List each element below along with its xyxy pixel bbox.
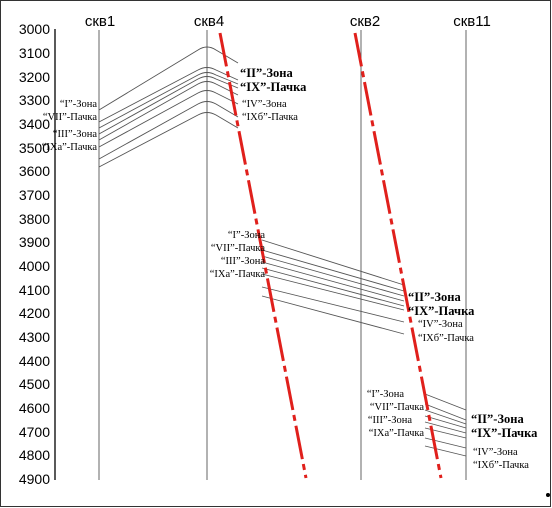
depth-tick-label: 3000 bbox=[19, 21, 50, 37]
horizon-line bbox=[261, 261, 405, 302]
labels-skv2: “I”-Зона “VII”-Пачка “III”-Зона “IXa”-Па… bbox=[367, 389, 424, 439]
horizon-label: “I”-Зона bbox=[228, 230, 265, 241]
horizon-line bbox=[98, 101, 239, 160]
horizon-line bbox=[424, 415, 467, 429]
depth-tick-label: 4600 bbox=[19, 400, 50, 416]
horizon-label: “IXб”-Пачка bbox=[418, 333, 474, 344]
faults bbox=[218, 32, 443, 479]
decorative-dot bbox=[546, 493, 550, 497]
horizon-label-bold: “IX”-Пачка bbox=[240, 80, 307, 94]
horizon-label: “IXa”-Пачка bbox=[42, 142, 98, 153]
horizon-label: “I”-Зона bbox=[367, 389, 404, 400]
well-name-skv4: скв4 bbox=[194, 13, 224, 30]
depth-tick-label: 4700 bbox=[19, 424, 50, 440]
horizons-middle-block bbox=[261, 239, 405, 335]
depth-tick-label: 4000 bbox=[19, 258, 50, 274]
depth-tick-label: 3900 bbox=[19, 234, 50, 250]
labels-skv11: “II”-Зона “IX”-Пачка “IV”-Зона “IXб”-Пач… bbox=[471, 412, 538, 471]
depth-tick-label: 3400 bbox=[19, 116, 50, 132]
horizon-line bbox=[98, 112, 239, 168]
horizon-line bbox=[98, 67, 239, 123]
fault-line-2 bbox=[353, 32, 443, 479]
depth-tick-label: 4800 bbox=[19, 447, 50, 463]
horizon-label: “IXa”-Пачка bbox=[210, 269, 266, 280]
horizon-label: “VII”-Пачка bbox=[43, 112, 97, 123]
horizon-label-bold: “IX”-Пачка bbox=[471, 426, 538, 440]
depth-tick-label: 3600 bbox=[19, 163, 50, 179]
horizon-line bbox=[98, 72, 239, 129]
well-name-skv11: скв11 bbox=[453, 13, 491, 30]
horizon-line bbox=[424, 403, 467, 421]
depth-tick-label: 4200 bbox=[19, 305, 50, 321]
well-name-skv2: скв2 bbox=[350, 13, 380, 30]
horizon-line bbox=[261, 273, 405, 311]
horizon-line bbox=[98, 90, 239, 148]
horizon-line bbox=[261, 239, 405, 286]
labels-skv4: “I”-Зона “VII”-Пачка “III”-Зона “IXa”-Па… bbox=[210, 230, 266, 280]
depth-tick-label: 4100 bbox=[19, 282, 50, 298]
depth-tick-label: 3100 bbox=[19, 45, 50, 61]
horizon-line bbox=[261, 286, 405, 323]
horizon-line bbox=[261, 255, 405, 297]
fault-line-1 bbox=[218, 32, 308, 479]
depth-tick-label: 3500 bbox=[19, 140, 50, 156]
labels-skv1: “I”-Зона “VII”-Пачка “III”-Зона “IXa”-Па… bbox=[42, 99, 98, 153]
horizon-line bbox=[261, 295, 405, 335]
horizon-label-bold: “II”-Зона bbox=[240, 66, 293, 80]
depth-tick-label: 3300 bbox=[19, 92, 50, 108]
horizon-line bbox=[424, 437, 467, 449]
horizon-line bbox=[98, 46, 239, 111]
horizon-line bbox=[98, 76, 239, 135]
depth-tick-label: 4300 bbox=[19, 329, 50, 345]
horizon-label: “III”-Зона bbox=[221, 256, 265, 267]
horizon-label-bold: “II”-Зона bbox=[408, 290, 461, 304]
depth-tick-label: 4400 bbox=[19, 353, 50, 369]
horizon-label: “IXб”-Пачка bbox=[473, 460, 529, 471]
labels-upper-right: “II”-Зона “IX”-Пачка “IV”-Зона “IXб”-Пач… bbox=[240, 66, 307, 123]
horizon-line bbox=[424, 409, 467, 425]
horizon-line bbox=[424, 445, 467, 457]
horizon-label: “IV”-Зона bbox=[418, 319, 463, 330]
horizon-label: “VII”-Пачка bbox=[370, 402, 424, 413]
well-lines bbox=[98, 30, 467, 480]
horizon-line bbox=[261, 267, 405, 307]
horizon-label: “III”-Зона bbox=[368, 415, 412, 426]
horizon-label-bold: “II”-Зона bbox=[471, 412, 524, 426]
well-name-skv1: скв1 bbox=[85, 13, 115, 30]
depth-tick-label: 4500 bbox=[19, 376, 50, 392]
horizons-upper-block bbox=[98, 46, 239, 168]
horizon-label: “VII”-Пачка bbox=[211, 243, 265, 254]
horizon-label: “IV”-Зона bbox=[242, 99, 287, 110]
depth-tick-label: 3700 bbox=[19, 187, 50, 203]
horizon-label: “III”-Зона bbox=[53, 129, 97, 140]
horizon-label-bold: “IX”-Пачка bbox=[408, 304, 475, 318]
horizon-line bbox=[424, 421, 467, 434]
horizon-line bbox=[424, 393, 467, 411]
horizon-label: “I”-Зона bbox=[60, 99, 97, 110]
horizon-line bbox=[98, 81, 239, 141]
horizon-line bbox=[261, 249, 405, 292]
depth-axis-ticks: 3000 3100 3200 3300 3400 3500 3600 3700 … bbox=[19, 21, 50, 487]
depth-tick-label: 4900 bbox=[19, 471, 50, 487]
horizons-lower-block bbox=[424, 393, 467, 457]
labels-middle-right: “II”-Зона “IX”-Пачка “IV”-Зона “IXб”-Пач… bbox=[408, 290, 475, 344]
horizon-label: “IXб”-Пачка bbox=[242, 112, 298, 123]
horizon-label: “IV”-Зона bbox=[473, 447, 518, 458]
horizon-label: “IXa”-Пачка bbox=[369, 428, 425, 439]
depth-tick-label: 3800 bbox=[19, 211, 50, 227]
depth-tick-label: 3200 bbox=[19, 69, 50, 85]
